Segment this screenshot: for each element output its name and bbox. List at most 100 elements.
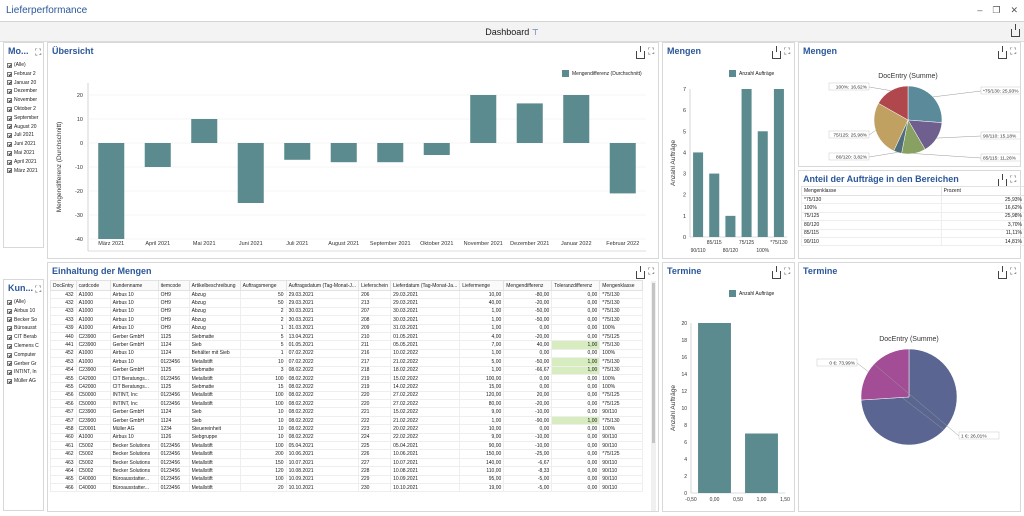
restore-icon[interactable]: ❐	[992, 5, 1001, 15]
checkbox[interactable]	[7, 133, 12, 139]
table-row[interactable]: 456 C50000 INTINT, Inc 0123456 Metallstift 10…	[50, 399, 644, 409]
customer-filter-item[interactable]: (Alle)	[7, 298, 43, 307]
month-filter-item[interactable]: Juni 2021	[7, 140, 43, 149]
customer-filter-item[interactable]: Büroausst	[7, 324, 43, 333]
table-row[interactable]: 454 C23900 Gerber GmbH 1125 Siebmatte 3 08.02.…	[50, 365, 644, 375]
column-header[interactable]: DocEntry	[50, 280, 77, 291]
table-row[interactable]: 441 C23900 Gerber GmbH 1124 Sieb 5 01.05.2021 2…	[50, 340, 644, 350]
checkbox[interactable]	[7, 317, 12, 323]
checkbox[interactable]	[7, 370, 12, 376]
month-filter-item[interactable]: November	[7, 96, 43, 105]
checkbox[interactable]	[7, 71, 12, 77]
table-row[interactable]: 433 A1000 Airbus 10 OH9 Abzug 2 30.03.2021 207 3…	[50, 306, 644, 317]
table-row[interactable]: 455 C42000 CIT Beratungs... 0123456 Metallst…	[50, 373, 644, 384]
table-row[interactable]: 464 C5002 Becker Solutions 0123456 Metallsti…	[50, 466, 644, 476]
table-row[interactable]: 433 A1000 Airbus 10 OH9 Abzug 2 30.03.2021 208 3…	[50, 315, 644, 325]
table-row[interactable]: 461 C5002 Becker Solutions 0123456 Metallsti…	[50, 441, 644, 451]
table-row[interactable]: 456 C50000 INTINT, Inc 0123456 Metallstift 10…	[50, 390, 644, 401]
column-header[interactable]: Kundenname	[109, 280, 159, 291]
checkbox[interactable]	[7, 343, 12, 349]
export-icon[interactable]	[1011, 24, 1020, 37]
column-header[interactable]: Lieferdatum (Tag-Monat-Ja...	[390, 280, 461, 291]
customer-filter-item[interactable]: INTINT, In	[7, 368, 43, 377]
column-header[interactable]: Auftragsmenge	[239, 280, 287, 291]
column-header[interactable]: itemcode	[157, 280, 190, 291]
column-header[interactable]: Liefermenge	[459, 280, 505, 291]
month-filter-item[interactable]: Januar 20	[7, 79, 43, 88]
table-row[interactable]: 432 A1000 Airbus 10 OH9 Abzug 50 29.03.2021 206…	[50, 289, 644, 300]
checkbox[interactable]	[7, 124, 12, 130]
table-row[interactable]: *75/130 25,93%	[801, 194, 1024, 205]
month-filter-item[interactable]: September	[7, 114, 43, 123]
customer-filter-item[interactable]: CIT Berab	[7, 333, 43, 342]
checkbox[interactable]	[7, 98, 12, 104]
maximize-icon[interactable]: ⛶	[648, 266, 655, 276]
column-header[interactable]: Lieferschein	[358, 280, 392, 291]
column-header[interactable]: Artikelbeschreibung	[188, 280, 241, 291]
customer-filter-item[interactable]: Müller AG	[7, 377, 43, 386]
checkbox[interactable]	[7, 379, 12, 385]
checkbox[interactable]	[7, 159, 12, 165]
minimize-icon[interactable]: –	[977, 5, 983, 15]
month-filter-item[interactable]: Februar 2	[7, 70, 43, 79]
month-filter-item[interactable]: Juli 2021	[7, 131, 43, 140]
checkbox[interactable]	[7, 308, 12, 314]
checkbox[interactable]	[7, 89, 12, 95]
table-row[interactable]: 432 A1000 Airbus 10 OH9 Abzug 50 29.03.2021 213…	[50, 298, 644, 308]
maximize-icon[interactable]: ⛶	[648, 46, 655, 56]
export-icon[interactable]	[636, 266, 645, 279]
table-row[interactable]: 455 C42000 CIT Beratungs... 1125 Siebmatte 15…	[50, 382, 644, 392]
checkbox[interactable]	[7, 150, 12, 156]
table-row[interactable]: 80/120 3,70%	[801, 220, 1024, 230]
table-row[interactable]: 440 C23900 Gerber GmbH 1125 Siebmatte 5 13.04.…	[50, 331, 644, 342]
table-row[interactable]: 90/110 14,81%	[801, 236, 1024, 247]
grid-scrollbar[interactable]	[651, 281, 656, 511]
customer-filter-item[interactable]: Gerber Gr	[7, 360, 43, 369]
column-header[interactable]: Auftragsdatum (Tag-Monat-J...	[285, 280, 360, 291]
month-filter-item[interactable]: Oktober 2	[7, 105, 43, 114]
customer-filter-item[interactable]: Computer	[7, 351, 43, 360]
export-icon[interactable]	[772, 266, 781, 279]
maximize-icon[interactable]: ⛶	[1010, 46, 1017, 56]
month-filter-item[interactable]: März 2021	[7, 167, 43, 176]
export-icon[interactable]	[998, 266, 1007, 279]
column-header[interactable]: Toleranzdifferenz	[551, 280, 601, 291]
table-row[interactable]: 462 C5002 Becker Solutions 0123456 Metallsti…	[50, 449, 644, 459]
table-row[interactable]: 85/115 11,11%	[801, 228, 1024, 238]
customer-filter-item[interactable]: Airbus 10	[7, 307, 43, 316]
month-filter-item[interactable]: August 20	[7, 123, 43, 132]
table-row[interactable]: 457 C23900 Gerber GmbH 1124 Sieb 10 08.02.2022…	[50, 407, 644, 417]
table-row[interactable]: 439 A1000 Airbus 10 OH9 Abzug 1 31.03.2021 209 3…	[50, 323, 644, 333]
filter-icon[interactable]: ⊤	[531, 28, 539, 37]
table-row[interactable]: 453 A1000 Airbus 10 0123456 Metallstift 10 07.…	[50, 357, 644, 367]
checkbox[interactable]	[7, 62, 12, 68]
maximize-icon[interactable]: ⛶	[1010, 266, 1017, 276]
table-row[interactable]: 463 C5002 Becker Solutions 0123456 Metallsti…	[50, 457, 644, 468]
export-icon[interactable]	[772, 46, 781, 59]
maximize-icon[interactable]: ⛶	[35, 47, 42, 57]
checkbox[interactable]	[7, 80, 12, 86]
month-filter-item[interactable]: Dezember	[7, 87, 43, 96]
table-row[interactable]: 452 A1000 Airbus 10 1124 Behälter mit Sieb 1 0…	[50, 348, 644, 359]
checkbox[interactable]	[7, 299, 12, 305]
close-icon[interactable]: ✕	[1010, 5, 1018, 15]
table-row[interactable]: 457 C23900 Gerber GmbH 1124 Sieb 10 08.02.2022…	[50, 415, 644, 426]
maximize-icon[interactable]: ⛶	[784, 266, 791, 276]
month-filter-item[interactable]: (Alle)	[7, 61, 43, 70]
table-row[interactable]: 458 C20001 Müller AG 1234 Steuereinheit 10 08.…	[50, 424, 644, 434]
table-row[interactable]: 75/125 25,98%	[801, 211, 1024, 222]
maximize-icon[interactable]: ⛶	[35, 284, 42, 294]
export-icon[interactable]	[636, 46, 645, 59]
table-row[interactable]: 460 A1000 Airbus 10 1126 Siebgruppe 10 08.02.2…	[50, 432, 644, 443]
month-filter-item[interactable]: Mai 2021	[7, 149, 43, 158]
customer-filter-item[interactable]: Becker So	[7, 316, 43, 325]
export-icon[interactable]	[998, 46, 1007, 59]
checkbox[interactable]	[7, 168, 12, 174]
column-header[interactable]: Mengenklasse	[599, 280, 644, 291]
month-filter-item[interactable]: April 2021	[7, 158, 43, 167]
maximize-icon[interactable]: ⛶	[784, 46, 791, 56]
table-row[interactable]: 465 C40000 Büroausstatter... 0123456 Metalls…	[50, 474, 644, 485]
table-row[interactable]: 100% 16,62%	[801, 203, 1024, 213]
checkbox[interactable]	[7, 106, 12, 112]
maximize-icon[interactable]: ⛶	[1010, 174, 1017, 184]
